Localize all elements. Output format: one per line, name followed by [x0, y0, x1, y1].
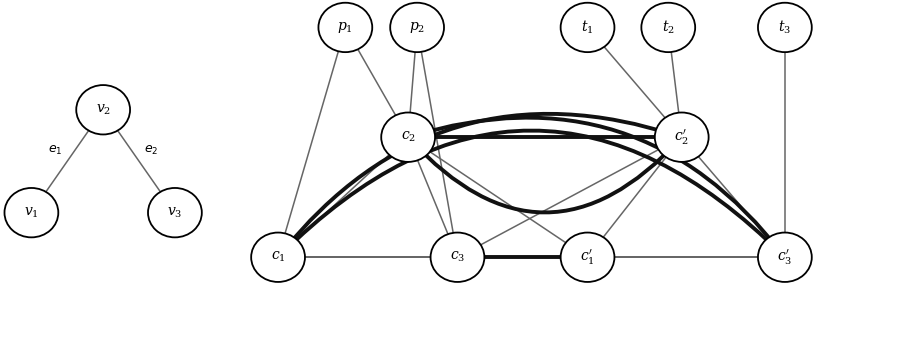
Text: $v_1$: $v_1$ [24, 205, 39, 220]
Ellipse shape [76, 85, 130, 134]
Text: $v_3$: $v_3$ [167, 205, 183, 220]
Ellipse shape [251, 233, 305, 282]
Text: $t_1$: $t_1$ [581, 19, 594, 36]
Ellipse shape [431, 233, 484, 282]
Ellipse shape [318, 3, 372, 52]
Text: $c_1$: $c_1$ [271, 250, 285, 264]
Text: $e_1$: $e_1$ [48, 144, 63, 157]
Ellipse shape [655, 113, 709, 162]
Text: $t_2$: $t_2$ [662, 19, 675, 36]
Text: $c_2'$: $c_2'$ [675, 128, 689, 147]
FancyArrowPatch shape [410, 139, 680, 212]
Text: $c_1'$: $c_1'$ [580, 248, 595, 267]
Ellipse shape [758, 3, 812, 52]
Ellipse shape [381, 113, 435, 162]
Ellipse shape [561, 3, 614, 52]
FancyArrowPatch shape [280, 114, 679, 255]
Text: $c_3$: $c_3$ [449, 250, 466, 264]
Ellipse shape [390, 3, 444, 52]
Text: $t_3$: $t_3$ [779, 19, 791, 36]
Text: $c_3'$: $c_3'$ [777, 248, 793, 267]
FancyArrowPatch shape [280, 131, 783, 255]
Text: $p_1$: $p_1$ [337, 20, 353, 35]
Text: $c_2$: $c_2$ [401, 130, 415, 144]
Ellipse shape [148, 188, 202, 237]
FancyArrowPatch shape [411, 118, 783, 255]
Ellipse shape [641, 3, 695, 52]
Text: $v_2$: $v_2$ [96, 103, 110, 117]
Text: $e_2$: $e_2$ [144, 144, 158, 157]
Text: $p_2$: $p_2$ [409, 20, 425, 35]
Ellipse shape [4, 188, 58, 237]
Ellipse shape [561, 233, 614, 282]
Ellipse shape [758, 233, 812, 282]
